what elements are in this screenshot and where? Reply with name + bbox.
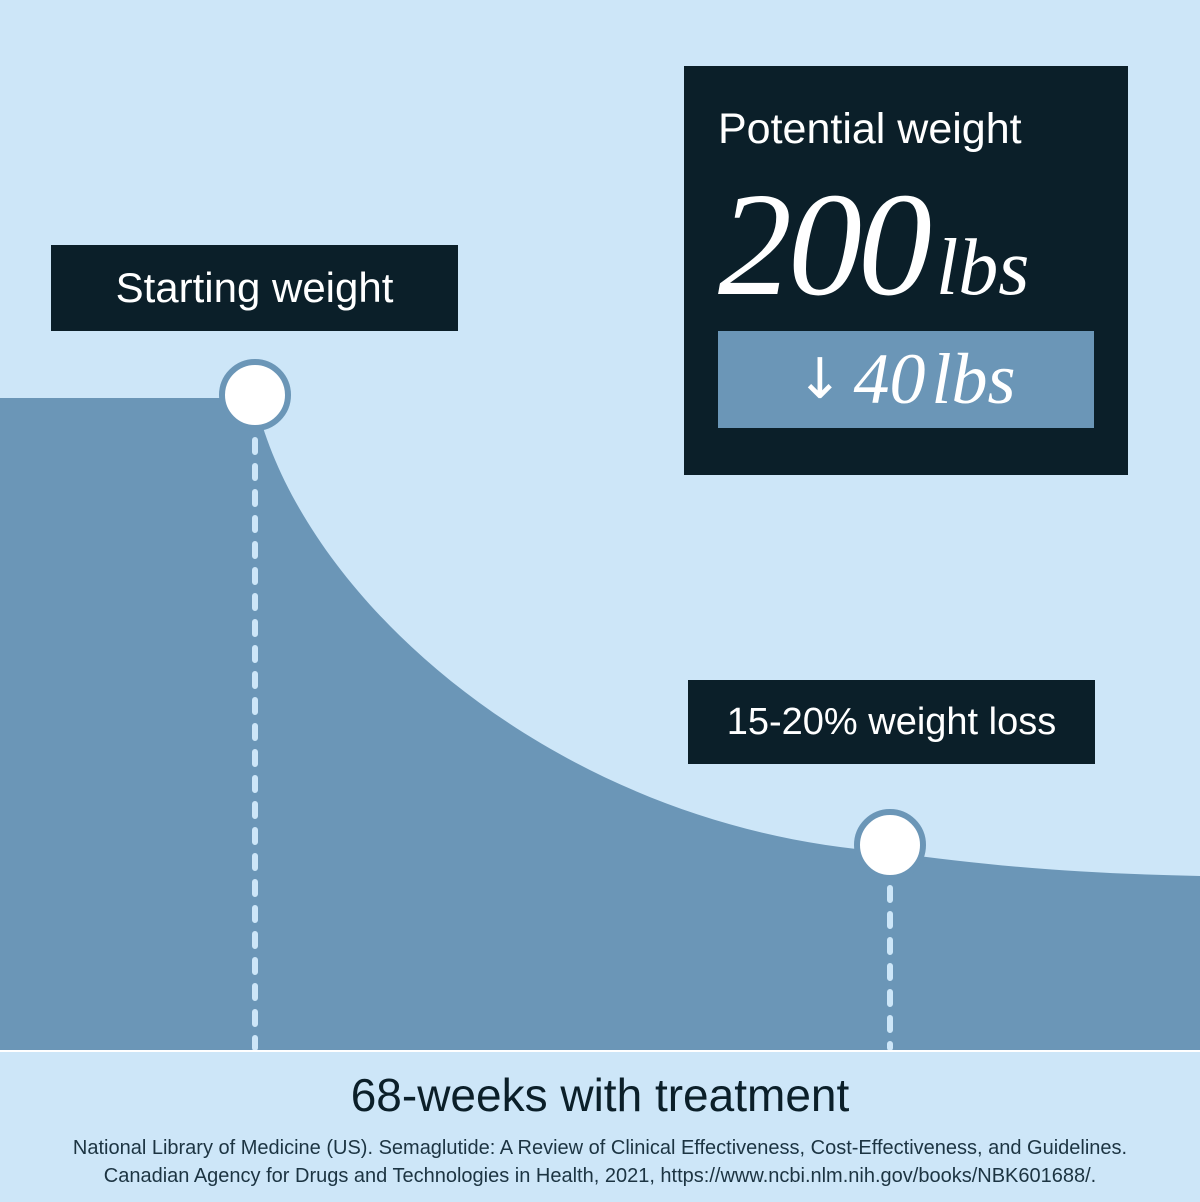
weight-loss-amount-badge: ↓ 40 lbs — [718, 331, 1094, 428]
potential-weight-number: 200 — [718, 163, 932, 327]
start-point-marker — [219, 359, 291, 431]
source-citation-line-2: Canadian Agency for Drugs and Technologi… — [103, 1165, 1097, 1187]
potential-weight-value: 200 lbs — [718, 171, 1108, 319]
source-citation-line-1: National Library of Medicine (US). Semag… — [72, 1137, 1128, 1159]
source-citation: National Library of Medicine (US). Semag… — [0, 1134, 1200, 1190]
weight-area — [0, 398, 1200, 1052]
starting-weight-label: Starting weight — [51, 245, 458, 331]
potential-weight-unit: lbs — [936, 224, 1030, 312]
weight-loss-number: 40 — [853, 339, 926, 419]
x-axis-label: 68-weeks with treatment — [350, 1069, 850, 1121]
end-point-marker — [854, 809, 926, 881]
weight-loss-unit: lbs — [931, 339, 1016, 419]
down-arrow-icon: ↓ — [796, 347, 844, 412]
potential-weight-title: Potential weight — [718, 105, 1022, 153]
chart-footer: 68-weeks with treatment National Library… — [0, 1050, 1200, 1202]
weight-loss-label: 15-20% weight loss — [688, 680, 1095, 764]
potential-weight-card: Potential weight 200 lbs ↓ 40 lbs — [684, 66, 1128, 475]
